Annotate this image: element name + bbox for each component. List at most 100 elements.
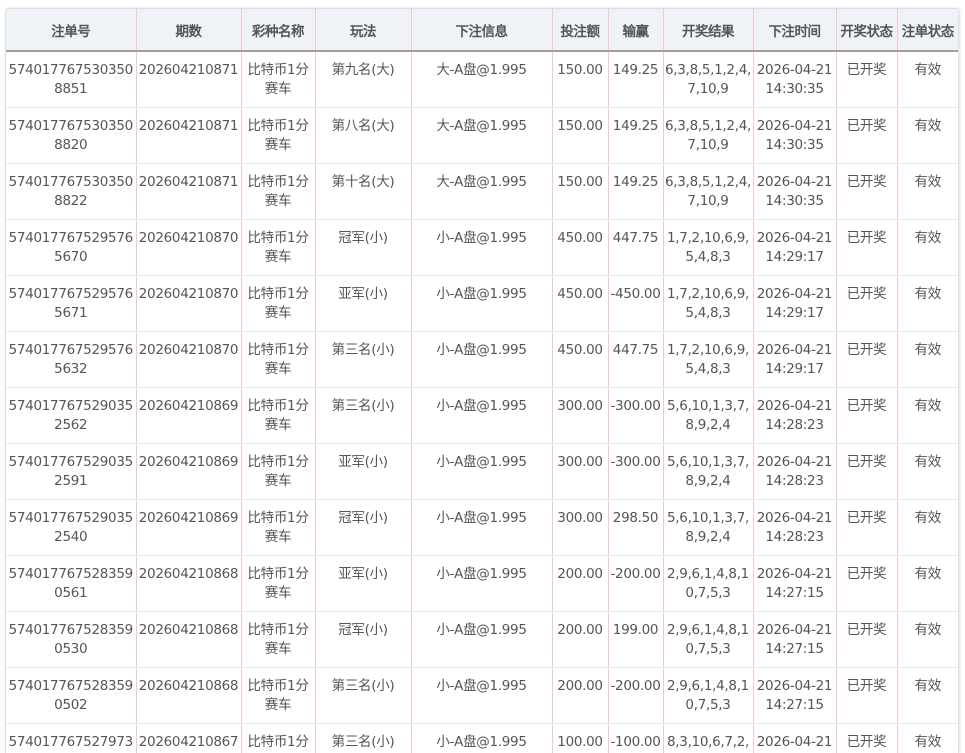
table-row[interactable]: 5740177675303508820 202604210871 比特币1分赛车 第八… <box>6 107 958 164</box>
cell-bet-info: 小-A盘@1.995 <box>411 275 553 332</box>
cell-period: 202604210870 <box>136 331 242 388</box>
cell-draw-status: 已开奖 <box>836 219 898 276</box>
header-bet-amount[interactable]: 投注额 <box>552 9 609 52</box>
header-bet-info[interactable]: 下注信息 <box>411 9 553 52</box>
cell-play-type: 第十名(大) <box>315 163 412 220</box>
cell-play-type: 亚军(小) <box>315 443 412 500</box>
cell-bet-info: 小-A盘@1.995 <box>411 667 553 724</box>
cell-order-id: 5740177675295765671 <box>6 275 137 332</box>
cell-period: 202604210868 <box>136 555 242 612</box>
table-row[interactable]: 5740177675290352540 202604210869 比特币1分赛车 冠军… <box>6 499 958 556</box>
cell-draw-status: 已开奖 <box>836 611 898 668</box>
cell-draw-status: 已开奖 <box>836 51 898 108</box>
cell-draw-status: 已开奖 <box>836 723 898 753</box>
cell-bet-amount: 100.00 <box>552 723 609 753</box>
cell-order-id: 5740177675295765670 <box>6 219 137 276</box>
cell-lottery-name: 比特币1分赛车 <box>241 443 316 500</box>
cell-bet-time: 2026-04-21 14:30:35 <box>753 107 837 164</box>
cell-order-id: 5740177675290352562 <box>6 387 137 444</box>
cell-order-id: 5740177675283590561 <box>6 555 137 612</box>
header-win-loss[interactable]: 输赢 <box>608 9 664 52</box>
cell-bet-amount: 450.00 <box>552 275 609 332</box>
cell-draw-result: 2,9,6,1,4,8,10,7,5,3 <box>663 611 754 668</box>
cell-win-loss: 149.25 <box>608 107 664 164</box>
cell-bet-info: 小-A盘@1.995 <box>411 331 553 388</box>
cell-bet-time: 2026-04-21 14:30:35 <box>753 163 837 220</box>
cell-play-type: 第三名(小) <box>315 667 412 724</box>
cell-win-loss: 149.25 <box>608 163 664 220</box>
cell-order-status: 有效 <box>897 275 958 332</box>
cell-order-id: 574017767527973 <box>6 723 137 753</box>
cell-order-status: 有效 <box>897 611 958 668</box>
cell-period: 202604210871 <box>136 51 242 108</box>
cell-bet-time: 2026-04-21 14:29:17 <box>753 275 837 332</box>
cell-win-loss: -450.00 <box>608 275 664 332</box>
cell-bet-amount: 150.00 <box>552 163 609 220</box>
cell-lottery-name: 比特币1分赛车 <box>241 387 316 444</box>
cell-bet-amount: 150.00 <box>552 51 609 108</box>
cell-order-id: 5740177675303508851 <box>6 51 137 108</box>
cell-draw-result: 1,7,2,10,6,9,5,4,8,3 <box>663 331 754 388</box>
cell-order-status: 有效 <box>897 107 958 164</box>
cell-bet-amount: 300.00 <box>552 443 609 500</box>
cell-order-id: 5740177675283590530 <box>6 611 137 668</box>
cell-win-loss: 298.50 <box>608 499 664 556</box>
cell-draw-result: 2,9,6,1,4,8,10,7,5,3 <box>663 667 754 724</box>
bet-records-table-container: 注单号 期数 彩种名称 玩法 下注信息 投注额 输赢 开奖结果 下注时间 开奖状… <box>5 8 959 753</box>
header-order-id[interactable]: 注单号 <box>6 9 137 52</box>
table-row[interactable]: 5740177675295765632 202604210870 比特币1分赛车 第三… <box>6 331 958 388</box>
table-body: 5740177675303508851 202604210871 比特币1分赛车 第九… <box>6 51 958 753</box>
table-row[interactable]: 574017767527973 202604210867 比特币1分 第三名(小) 小-… <box>6 723 958 753</box>
cell-win-loss: 199.00 <box>608 611 664 668</box>
cell-win-loss: -200.00 <box>608 555 664 612</box>
cell-order-id: 5740177675283590502 <box>6 667 137 724</box>
table-row[interactable]: 5740177675295765671 202604210870 比特币1分赛车 亚军… <box>6 275 958 332</box>
cell-lottery-name: 比特币1分赛车 <box>241 163 316 220</box>
cell-play-type: 第三名(小) <box>315 331 412 388</box>
table-row[interactable]: 5740177675303508822 202604210871 比特币1分赛车 第十… <box>6 163 958 220</box>
table-row[interactable]: 5740177675290352591 202604210869 比特币1分赛车 亚军… <box>6 443 958 500</box>
header-draw-result[interactable]: 开奖结果 <box>663 9 754 52</box>
cell-bet-info: 大-A盘@1.995 <box>411 163 553 220</box>
header-lottery-name[interactable]: 彩种名称 <box>241 9 316 52</box>
header-bet-time[interactable]: 下注时间 <box>753 9 837 52</box>
cell-bet-info: 大-A盘@1.995 <box>411 51 553 108</box>
table-row[interactable]: 5740177675283590502 202604210868 比特币1分赛车 第三… <box>6 667 958 724</box>
cell-bet-time: 2026-04-21 <box>753 723 837 753</box>
cell-bet-amount: 300.00 <box>552 387 609 444</box>
cell-win-loss: -300.00 <box>608 387 664 444</box>
table-row[interactable]: 5740177675283590530 202604210868 比特币1分赛车 冠军… <box>6 611 958 668</box>
table-row[interactable]: 5740177675290352562 202604210869 比特币1分赛车 第三… <box>6 387 958 444</box>
table-header-row: 注单号 期数 彩种名称 玩法 下注信息 投注额 输赢 开奖结果 下注时间 开奖状… <box>6 9 958 52</box>
cell-win-loss: -100.00 <box>608 723 664 753</box>
table-row[interactable]: 5740177675303508851 202604210871 比特币1分赛车 第九… <box>6 51 958 108</box>
cell-play-type: 冠军(小) <box>315 219 412 276</box>
cell-lottery-name: 比特币1分赛车 <box>241 555 316 612</box>
cell-bet-amount: 150.00 <box>552 107 609 164</box>
header-draw-status[interactable]: 开奖状态 <box>836 9 898 52</box>
cell-draw-status: 已开奖 <box>836 387 898 444</box>
cell-bet-time: 2026-04-21 14:28:23 <box>753 387 837 444</box>
cell-bet-info: 小-A盘@1.995 <box>411 723 553 753</box>
cell-draw-status: 已开奖 <box>836 667 898 724</box>
table-row[interactable]: 5740177675283590561 202604210868 比特币1分赛车 亚军… <box>6 555 958 612</box>
cell-play-type: 冠军(小) <box>315 499 412 556</box>
cell-draw-status: 已开奖 <box>836 555 898 612</box>
header-play-type[interactable]: 玩法 <box>315 9 412 52</box>
cell-bet-amount: 200.00 <box>552 611 609 668</box>
cell-draw-status: 已开奖 <box>836 163 898 220</box>
cell-order-status: 有效 <box>897 163 958 220</box>
cell-period: 202604210867 <box>136 723 242 753</box>
cell-draw-result: 6,3,8,5,1,2,4,7,10,9 <box>663 51 754 108</box>
cell-win-loss: -200.00 <box>608 667 664 724</box>
cell-order-status: 有效 <box>897 555 958 612</box>
cell-draw-result: 5,6,10,1,3,7,8,9,2,4 <box>663 443 754 500</box>
header-order-status[interactable]: 注单状态 <box>897 9 958 52</box>
table-row[interactable]: 5740177675295765670 202604210870 比特币1分赛车 冠军… <box>6 219 958 276</box>
cell-bet-time: 2026-04-21 14:28:23 <box>753 499 837 556</box>
header-period[interactable]: 期数 <box>136 9 242 52</box>
cell-order-status: 有效 <box>897 387 958 444</box>
cell-bet-time: 2026-04-21 14:28:23 <box>753 443 837 500</box>
cell-order-status: 有效 <box>897 51 958 108</box>
cell-draw-result: 6,3,8,5,1,2,4,7,10,9 <box>663 163 754 220</box>
